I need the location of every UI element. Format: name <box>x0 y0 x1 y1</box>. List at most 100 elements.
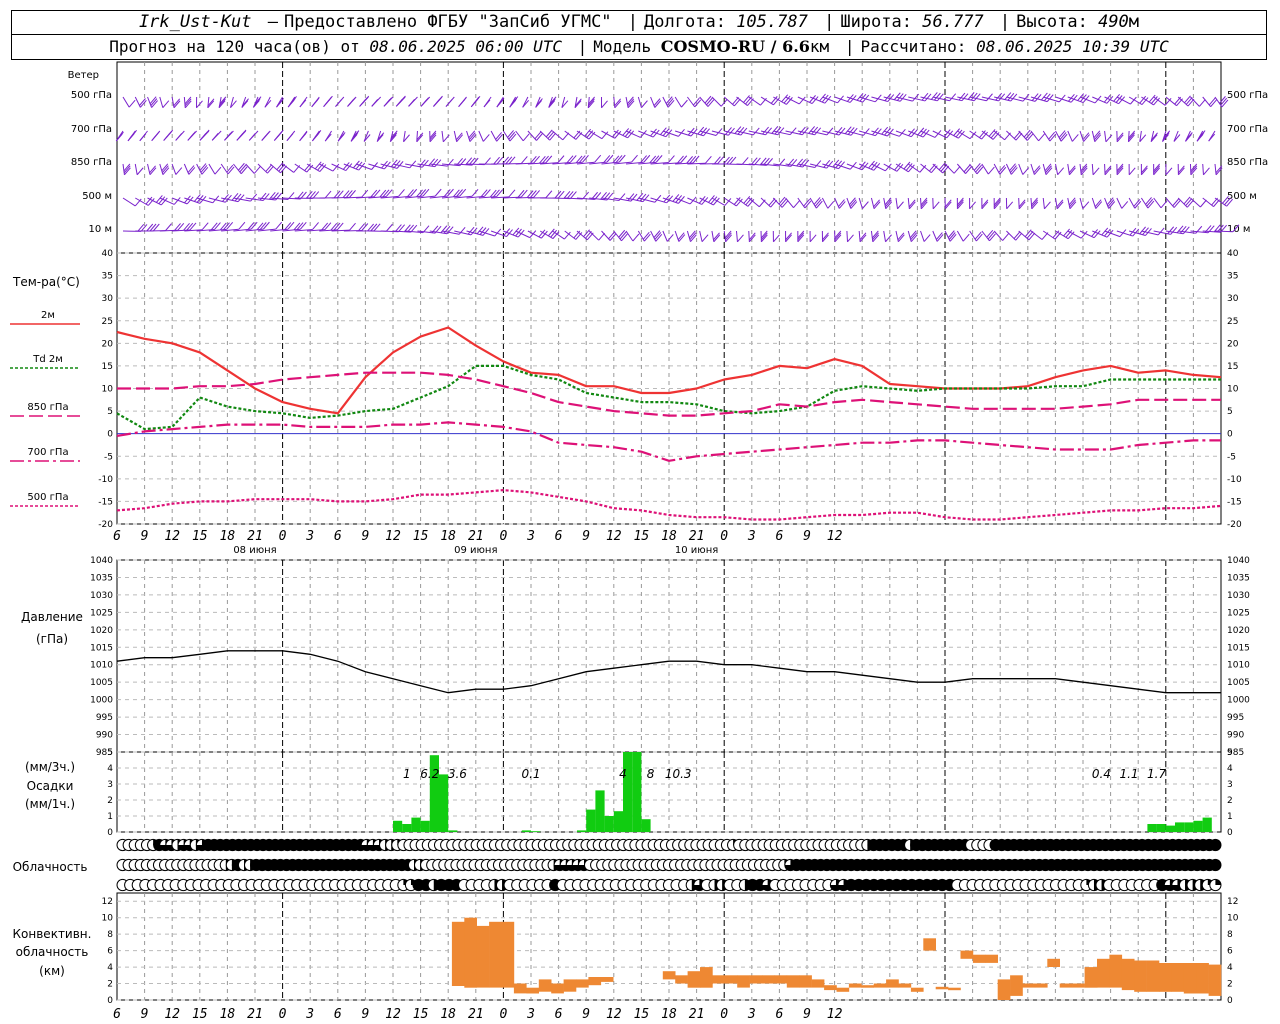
wind-barb <box>122 224 148 232</box>
wind-barb <box>466 226 490 236</box>
wind-barb <box>331 222 356 232</box>
x-tick-label: 0 <box>720 529 728 544</box>
wind-barb <box>147 163 157 176</box>
wind-barb <box>1153 226 1178 235</box>
wind-barb <box>252 96 262 108</box>
x-tick-label-bottom: 6 <box>555 1007 563 1022</box>
wind-barb <box>822 126 846 136</box>
precip-bar <box>613 811 623 832</box>
wind-barb <box>625 96 635 109</box>
wind-barb <box>1140 163 1148 176</box>
wind-barb <box>392 224 418 233</box>
wind-barb <box>1208 130 1216 142</box>
precip-bar <box>641 819 651 832</box>
wind-barb <box>723 230 732 243</box>
forecast-label: Прогноз на 120 часа(ов) от <box>109 37 360 56</box>
x-tick-label: 9 <box>361 529 369 544</box>
precip-bar <box>1193 820 1203 832</box>
wind-barb <box>233 162 248 175</box>
title-dash: – <box>267 12 279 32</box>
wind-barb <box>331 162 353 172</box>
convective-bar <box>501 921 515 988</box>
x-tick-label: 9 <box>803 529 811 544</box>
wind-barb <box>1214 224 1240 233</box>
wind-barb <box>319 163 340 172</box>
wind-barb <box>822 159 845 170</box>
wind-barb <box>441 226 466 235</box>
x-tick-label: 6 <box>113 529 121 544</box>
wind-barb <box>380 189 405 199</box>
date-label-1: 09 июня <box>454 545 497 556</box>
wind-barb <box>907 163 927 173</box>
wind-barb <box>637 230 651 242</box>
wind-barb <box>417 158 442 168</box>
convective-bar <box>576 979 589 988</box>
wind-level-left: 850 гПа <box>71 157 112 168</box>
prec-tick-left: 4 <box>107 764 113 774</box>
wind-title: Ветер <box>68 70 99 81</box>
wind-barb <box>895 93 920 102</box>
convective-bar <box>786 975 800 988</box>
x-tick-label: 3 <box>305 529 314 544</box>
wind-barb <box>454 226 478 236</box>
x-tick-label-bottom: 9 <box>803 1007 811 1022</box>
wind-barb <box>184 194 207 204</box>
x-tick-label: 9 <box>582 529 590 544</box>
precip-bar <box>411 817 421 832</box>
wind-barb <box>478 156 504 165</box>
forecast-info-bar: Прогноз на 120 часа(ов) от 08.06.2025 06… <box>11 34 1267 60</box>
wind-barb <box>1018 229 1036 241</box>
x-tick-label: 6 <box>334 529 342 544</box>
wind-barb <box>229 96 237 108</box>
precip-sum-label: 0.4 <box>1092 767 1111 781</box>
pres-tick-right: 1010 <box>1227 661 1250 671</box>
convective-bar <box>737 975 750 988</box>
wind-barb <box>1165 163 1173 176</box>
wind-barb <box>1067 197 1077 210</box>
wind-barb <box>846 128 870 136</box>
wind-barb <box>171 163 183 175</box>
x-tick-label: 6 <box>555 529 563 544</box>
wind-barb <box>895 128 918 138</box>
precip-bar <box>429 755 439 832</box>
wind-barb <box>1153 197 1168 209</box>
wind-barb <box>699 230 709 243</box>
precip-sum-label: 1.1 <box>1119 767 1138 781</box>
wind-barb <box>395 95 406 107</box>
wind-barb <box>417 188 442 199</box>
wind-barb <box>1104 163 1112 176</box>
wind-barb <box>196 222 221 232</box>
wind-barb <box>981 163 995 175</box>
convective-bar <box>1171 963 1185 992</box>
wind-barb <box>589 154 614 165</box>
wind-barb <box>1104 197 1116 209</box>
wind-barb <box>785 126 809 136</box>
wind-barb <box>858 197 869 209</box>
wind-barb <box>711 127 735 136</box>
convective-bar <box>526 987 539 994</box>
wind-barb <box>993 230 1009 241</box>
wind-barb <box>944 128 965 139</box>
wind-barb <box>1018 163 1030 175</box>
wind-barb <box>736 157 761 166</box>
conv-tick-right: 0 <box>1227 996 1233 1006</box>
wind-barb <box>491 189 516 199</box>
convective-bar <box>848 983 862 988</box>
wind-barb <box>699 95 715 107</box>
x-tick-label-bottom: 12 <box>606 1007 622 1022</box>
wind-barb <box>870 230 880 243</box>
wind-barb <box>846 92 870 103</box>
wind-barb <box>540 155 565 165</box>
wind-barb <box>535 96 543 108</box>
convective-bar <box>563 979 577 992</box>
pres-tick-right: 1035 <box>1227 573 1250 583</box>
convective-bar <box>662 971 676 980</box>
wind-barb <box>286 130 296 142</box>
wind-barb <box>723 96 741 107</box>
convective-bar <box>464 917 477 988</box>
wind-barb <box>932 93 957 102</box>
wind-barb <box>135 196 155 206</box>
wind-barb <box>601 96 608 109</box>
wind-barb <box>674 96 688 108</box>
pres-tick-right: 1040 <box>1227 556 1250 566</box>
